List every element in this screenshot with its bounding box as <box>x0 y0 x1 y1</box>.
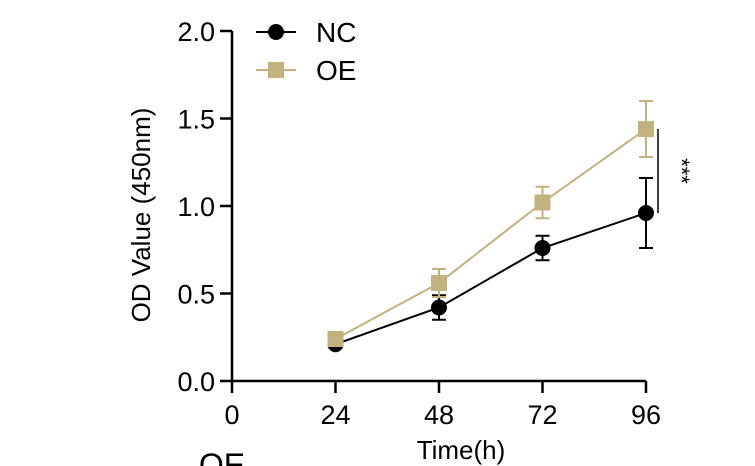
bottom-cut-label: OE <box>199 447 245 466</box>
legend-item-oe: OE <box>256 55 356 86</box>
series-line <box>335 128 647 340</box>
data-point <box>431 299 447 316</box>
y-tick-label: 2.0 <box>177 17 215 47</box>
x-tick-label: 24 <box>320 400 350 430</box>
legend: NC OE <box>256 17 356 86</box>
data-point <box>638 205 654 221</box>
x-tick-label: 72 <box>527 400 557 430</box>
data-point <box>638 121 654 137</box>
data-point <box>327 331 344 347</box>
x-tick-label: 0 <box>224 400 239 430</box>
series-line <box>335 212 647 346</box>
x-tick-label: 96 <box>631 400 661 430</box>
legend-label: OE <box>316 55 356 86</box>
series-nc <box>327 177 654 353</box>
legend-marker <box>268 62 284 78</box>
x-ticks: 0 24 48 72 96 <box>224 381 661 430</box>
y-ticks: 0.0 0.5 1.0 1.5 2.0 <box>177 17 232 397</box>
axes <box>230 31 646 383</box>
y-axis-label: OD Value (450nm) <box>126 108 156 323</box>
legend-label: NC <box>316 17 356 48</box>
x-tick-label: 48 <box>424 400 454 430</box>
y-tick-label: 1.0 <box>177 192 215 222</box>
data-point <box>534 240 551 256</box>
series-layer <box>327 100 654 353</box>
legend-marker <box>268 24 284 40</box>
data-point <box>534 194 551 211</box>
x-axis-label: Time(h) <box>417 435 506 465</box>
series-oe <box>327 100 654 347</box>
legend-item-nc: NC <box>256 17 356 48</box>
data-point <box>431 275 447 291</box>
y-tick-label: 0.0 <box>177 367 215 397</box>
y-tick-label: 0.5 <box>177 280 215 310</box>
significance-label: *** <box>669 158 694 184</box>
significance-annotation: *** <box>657 129 694 213</box>
y-tick-label: 1.5 <box>177 105 215 135</box>
